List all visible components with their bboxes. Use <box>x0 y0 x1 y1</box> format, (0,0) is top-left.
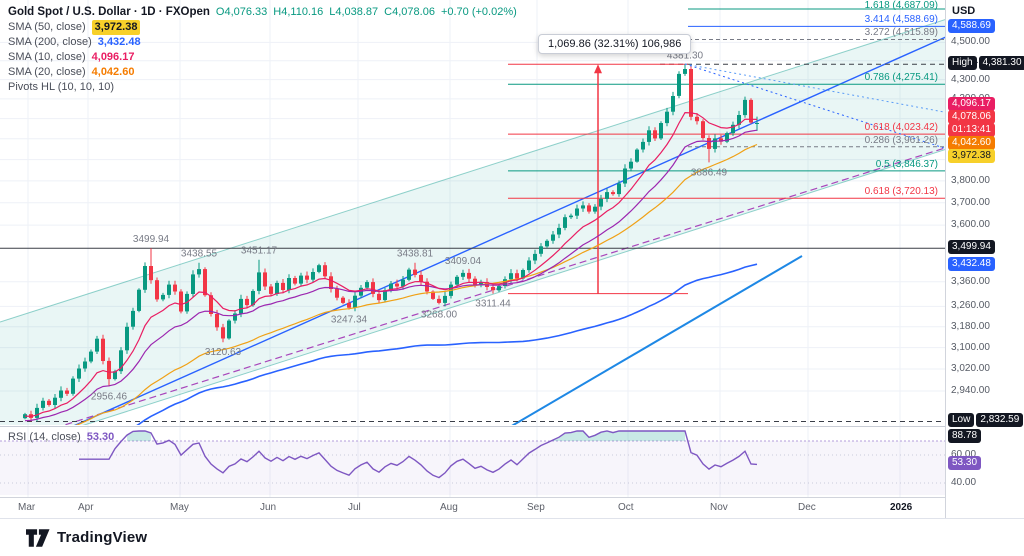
price-badge: 88.78 <box>948 429 982 443</box>
svg-text:3268.00: 3268.00 <box>421 309 458 320</box>
price-tick: 3,360.00 <box>951 275 990 287</box>
sma10-value: 4,096.17 <box>91 51 135 63</box>
price-tick: 3,800.00 <box>951 174 990 186</box>
time-label: May <box>170 502 189 513</box>
gridlines <box>0 0 945 497</box>
fib-level-label: 1.618 (4,687.09) <box>864 0 938 11</box>
fib-level-label: 0.286 (3,961.26) <box>864 134 938 146</box>
legend: Gold Spot / U.S. Dollar · 1D · FXOpen O4… <box>8 5 517 95</box>
price-tick: 3,180.00 <box>951 320 990 332</box>
price-badge: 53.30 <box>948 456 982 470</box>
rsi-tick: 60.00 <box>951 449 977 460</box>
time-label: 2026 <box>890 502 913 513</box>
sma50-label: SMA (50, close) <box>8 21 86 33</box>
rsi-label: RSI (14, close) <box>8 431 81 443</box>
fib-level-label: 0.618 (4,023.42) <box>864 122 938 134</box>
price-badge: 3,972.38 <box>948 149 995 163</box>
ohlc-close: C4,078.06 <box>384 6 435 18</box>
fib-level-label: 0.5 (3,846.37) <box>875 158 938 170</box>
fib-level-label: 3.414 (4,588.69) <box>864 14 938 26</box>
price-tick: 2,940.00 <box>951 385 990 397</box>
price-tick: 3,020.00 <box>951 363 990 375</box>
rsi-value: 53.30 <box>86 431 115 443</box>
legend-indicator-sma50[interactable]: SMA (50, close) 3,972.38 <box>8 20 517 35</box>
sma200-label: SMA (200, close) <box>8 36 92 48</box>
sma20-label: SMA (20, close) <box>8 66 86 78</box>
legend-indicator-sma200[interactable]: SMA (200, close) 3,432.48 <box>8 35 517 50</box>
fib-level-label: 0.786 (4,275.41) <box>864 72 938 84</box>
price-chart-canvas[interactable]: 2956.46 3499.94 3438.55 3120.63 3451.17 3247.… <box>0 0 945 497</box>
symbol-title[interactable]: Gold Spot / U.S. Dollar · 1D · FXOpen <box>8 6 210 18</box>
svg-text:3409.04: 3409.04 <box>445 256 482 267</box>
legend-indicator-pivots[interactable]: Pivots HL (10, 10, 10) <box>8 80 517 95</box>
rsi-tick: 40.00 <box>951 477 977 488</box>
time-label: Nov <box>710 502 728 513</box>
time-label: Jun <box>260 502 277 513</box>
rsi-legend[interactable]: RSI (14, close) 53.30 <box>8 431 114 443</box>
pivot-labels: 2956.46 3499.94 3438.55 3120.63 3451.17 3247.… <box>91 50 728 402</box>
ohlc-low: L4,038.87 <box>329 6 379 18</box>
tradingview-wordmark[interactable]: TradingView <box>57 529 148 546</box>
legend-indicator-sma20[interactable]: SMA (20, close) 4,042.60 <box>8 65 517 80</box>
footer-bar: TradingView <box>0 518 1024 556</box>
time-axis[interactable]: Mar Apr May Jun Jul Aug Sep Oct Nov Dec 2026 <box>0 497 945 518</box>
price-tick: 4,300.00 <box>951 73 990 85</box>
time-label: Dec <box>798 502 816 513</box>
currency-label[interactable]: USD <box>952 5 976 17</box>
time-label: Apr <box>78 502 94 513</box>
svg-text:4381.30: 4381.30 <box>667 50 704 61</box>
extreme-price-badge: Low 2,832.59 <box>948 413 1024 427</box>
ohlc-open: O4,076.33 <box>215 6 268 18</box>
ohlc-change: +0.70 (+0.02%) <box>440 6 517 18</box>
price-tick: 3,260.00 <box>951 300 990 312</box>
price-tick: 3,700.00 <box>951 196 990 208</box>
price-badge: 4,042.60 <box>948 136 995 150</box>
svg-text:3438.55: 3438.55 <box>181 249 218 260</box>
price-range-tooltip: 1,069.86 (32.31%) 106,986 <box>538 34 692 54</box>
time-label: Mar <box>18 502 36 513</box>
price-badge: 4,078.06 <box>948 110 995 124</box>
svg-text:3499.94: 3499.94 <box>133 234 170 245</box>
price-badge: 4,588.69 <box>948 19 995 33</box>
price-badge: 01:13:41 <box>948 123 995 137</box>
price-badge: 4,096.17 <box>948 97 995 111</box>
sma-overlays <box>24 111 758 425</box>
time-label: Jul <box>348 502 361 513</box>
sma200-value: 3,432.48 <box>97 36 141 48</box>
svg-text:3886.49: 3886.49 <box>691 167 728 178</box>
svg-text:2956.46: 2956.46 <box>91 392 128 403</box>
price-badge: 3,499.94 <box>948 240 995 254</box>
time-label: Oct <box>618 502 634 513</box>
fib-level-label: 0.618 (3,720.13) <box>864 186 938 198</box>
svg-text:3451.17: 3451.17 <box>241 246 278 257</box>
svg-text:3311.44: 3311.44 <box>475 299 511 310</box>
sma10-label: SMA (10, close) <box>8 51 86 63</box>
sma20-value: 4,042.60 <box>91 66 135 78</box>
fib-level-label: 3.272 (4,515.89) <box>864 27 938 39</box>
svg-text:3247.34: 3247.34 <box>331 315 368 326</box>
pivots-label: Pivots HL (10, 10, 10) <box>8 81 114 93</box>
time-label: Sep <box>527 502 545 513</box>
legend-indicator-sma10[interactable]: SMA (10, close) 4,096.17 <box>8 50 517 65</box>
price-tick: 4,500.00 <box>951 36 990 48</box>
symbol-row[interactable]: Gold Spot / U.S. Dollar · 1D · FXOpen O4… <box>8 5 517 20</box>
tradingview-logo[interactable] <box>26 528 50 547</box>
sma50-value: 3,972.38 <box>91 20 141 35</box>
price-tick: 3,100.00 <box>951 341 990 353</box>
price-axis[interactable]: USD 4,500.004,400.004,300.004,200.003,80… <box>945 0 1024 518</box>
rsi-pane <box>0 430 945 495</box>
svg-text:3120.63: 3120.63 <box>205 347 242 358</box>
svg-text:3438.81: 3438.81 <box>397 249 434 260</box>
price-badge: 3,432.48 <box>948 257 995 271</box>
ohlc-high: H4,110.16 <box>273 6 324 18</box>
price-tick: 3,600.00 <box>951 219 990 231</box>
time-label: Aug <box>440 502 458 513</box>
extreme-price-badge: High 4,381.30 <box>948 56 1024 70</box>
